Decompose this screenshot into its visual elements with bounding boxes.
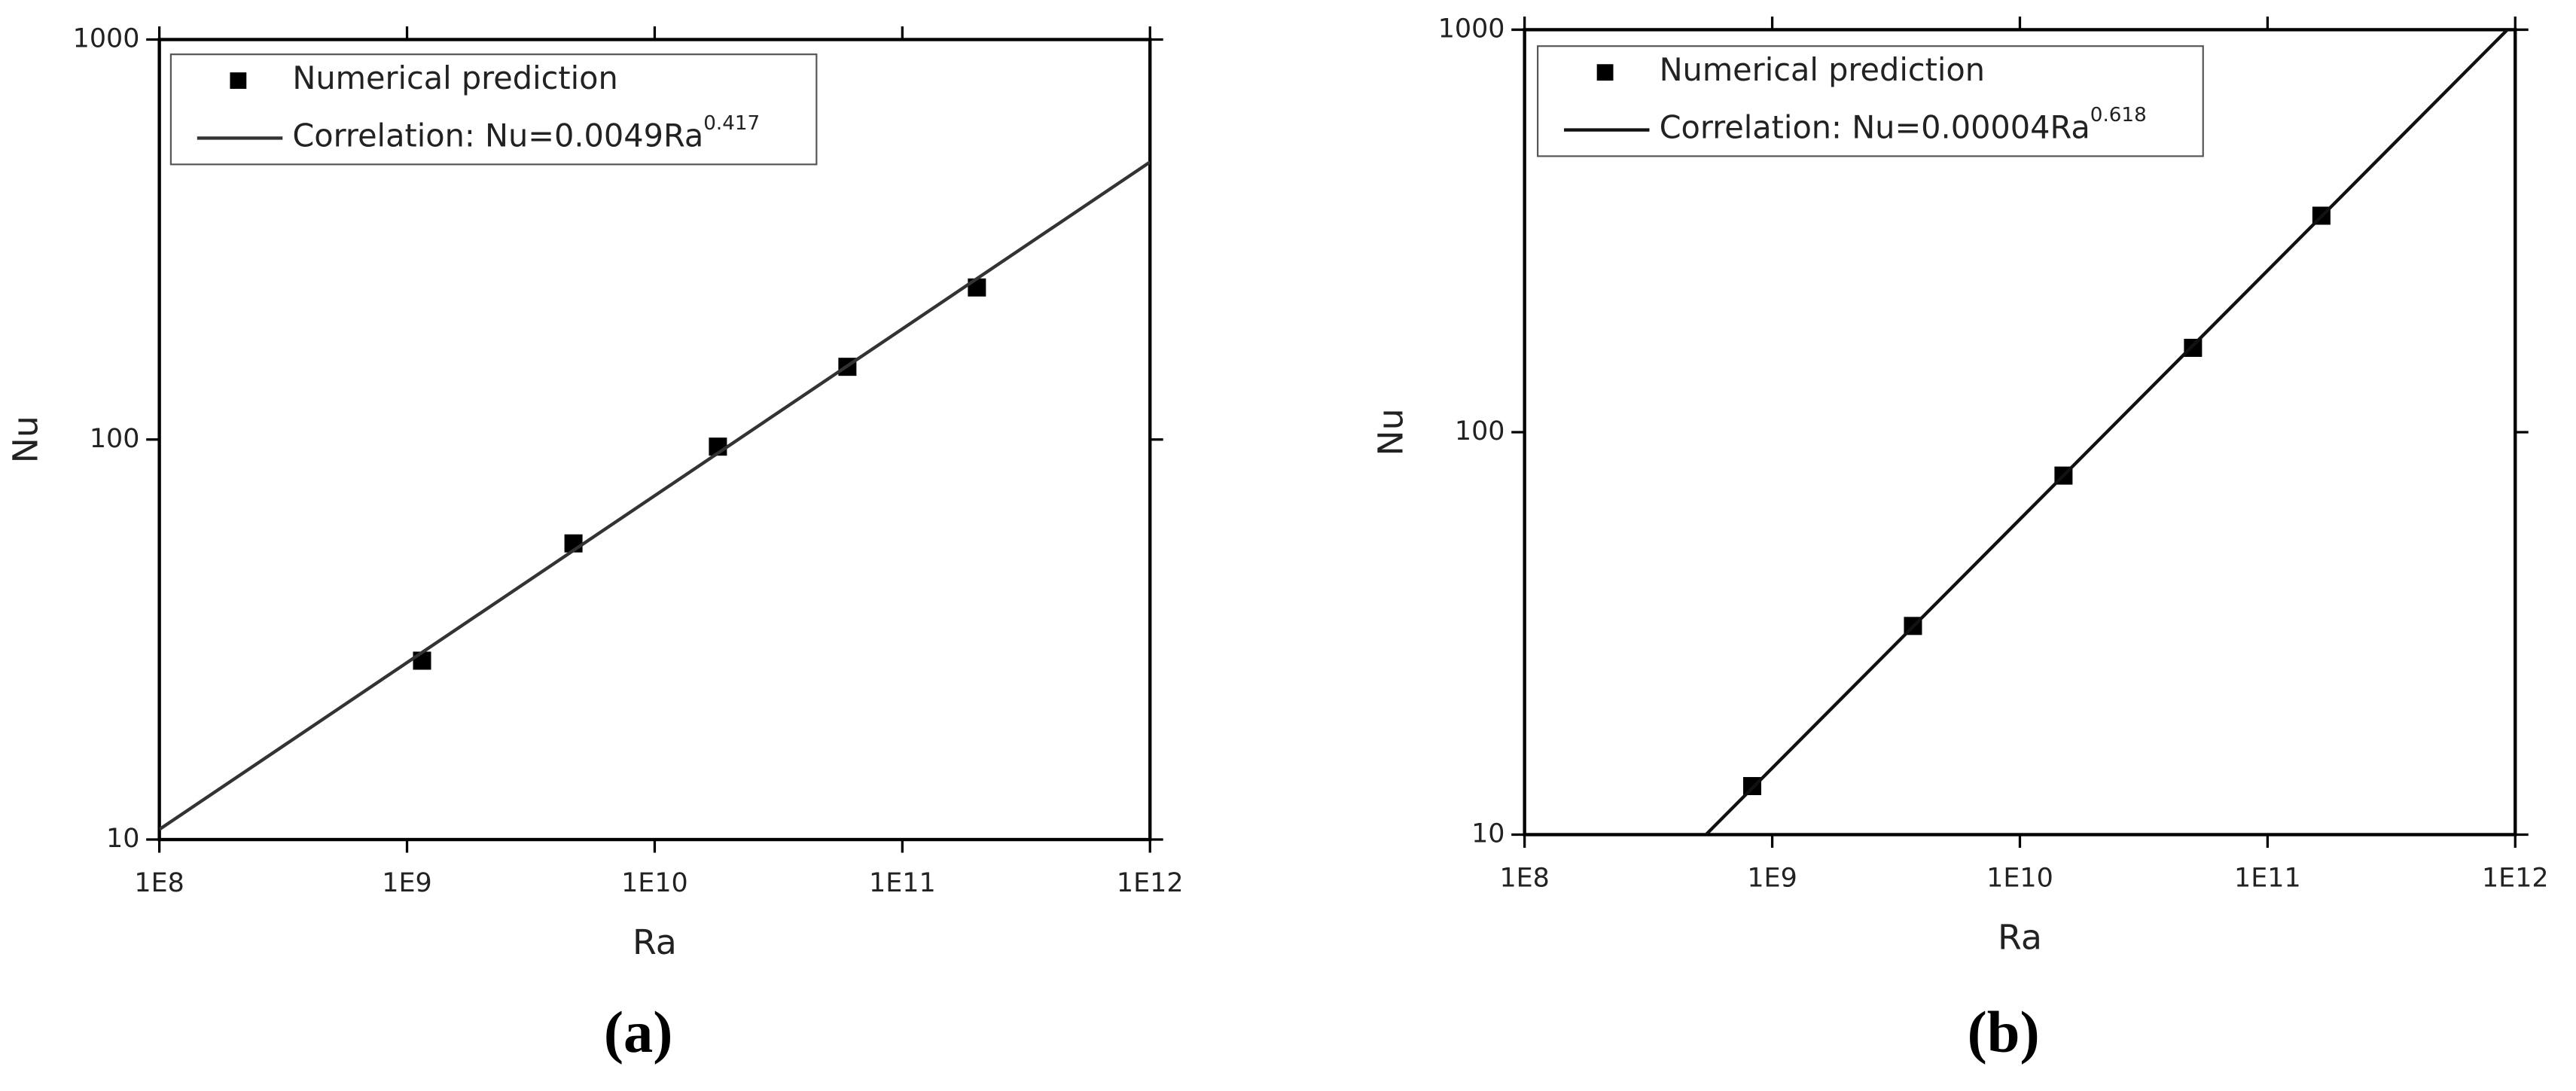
legend-text: Correlation: Nu=0.0049Ra: [292, 117, 703, 154]
legend-superscript: 0.417: [703, 111, 760, 134]
y-tick-label: 100: [90, 424, 140, 454]
caption: (b): [1968, 999, 2040, 1065]
x-tick-label: 1E8: [134, 868, 184, 898]
legend-box: [169, 53, 818, 166]
y-tick-label: 100: [1455, 416, 1505, 446]
x-axis-label: Ra: [633, 922, 677, 962]
y-tick-label: 1000: [73, 24, 140, 54]
legend-text: Numerical prediction: [292, 60, 617, 96]
legend-text: Correlation: Nu=0.00004Ra: [1660, 110, 2090, 146]
legend-superscript: 0.618: [2090, 103, 2147, 126]
y-tick-label: 1000: [1438, 14, 1505, 44]
chart: 1E8 1E9 1E10 1E11 1E12 10 100 1000 Ra Nu (a) Numeri…: [5, 24, 1184, 1065]
chart: 1E8 1E9 1E10 1E11 1E12 10 100 1000 Ra Nu (b) Numeri…: [1370, 14, 2549, 1065]
x-axis-label: Ra: [1998, 917, 2042, 958]
x-tick-label: 1E12: [2482, 863, 2549, 893]
legend-marker: [1596, 64, 1614, 81]
x-tick-label: 1E9: [382, 868, 431, 898]
x-tick-label: 1E9: [1747, 863, 1797, 893]
fit-line: [1705, 29, 2509, 835]
legend-marker: [230, 72, 247, 89]
y-tick-label: 10: [106, 824, 139, 854]
caption: (a): [604, 999, 673, 1065]
x-tick-label: 1E11: [869, 868, 936, 898]
y-axis-label: Nu: [1370, 408, 1411, 456]
legend-box: [1537, 45, 2204, 157]
x-tick-label: 1E8: [1499, 863, 1549, 893]
y-tick-label: 10: [1471, 818, 1504, 849]
plot-area: [159, 160, 1151, 831]
data-point: [2184, 338, 2203, 357]
fit-line: [159, 160, 1151, 831]
x-tick-label: 1E10: [1986, 863, 2053, 893]
legend-label: Numerical prediction: [292, 60, 617, 96]
x-tick-label: 1E11: [2234, 863, 2301, 893]
x-tick-label: 1E10: [621, 868, 688, 898]
legend-label: Numerical prediction: [1660, 52, 1985, 88]
legend-label: Correlation: Nu=0.00004Ra0.618: [1660, 103, 2147, 145]
plot-area: [1705, 29, 2509, 835]
x-tick-label: 1E12: [1117, 868, 1184, 898]
legend-text: Numerical prediction: [1660, 52, 1985, 88]
y-axis-label: Nu: [5, 416, 46, 463]
legend-label: Correlation: Nu=0.0049Ra0.417: [292, 111, 760, 154]
